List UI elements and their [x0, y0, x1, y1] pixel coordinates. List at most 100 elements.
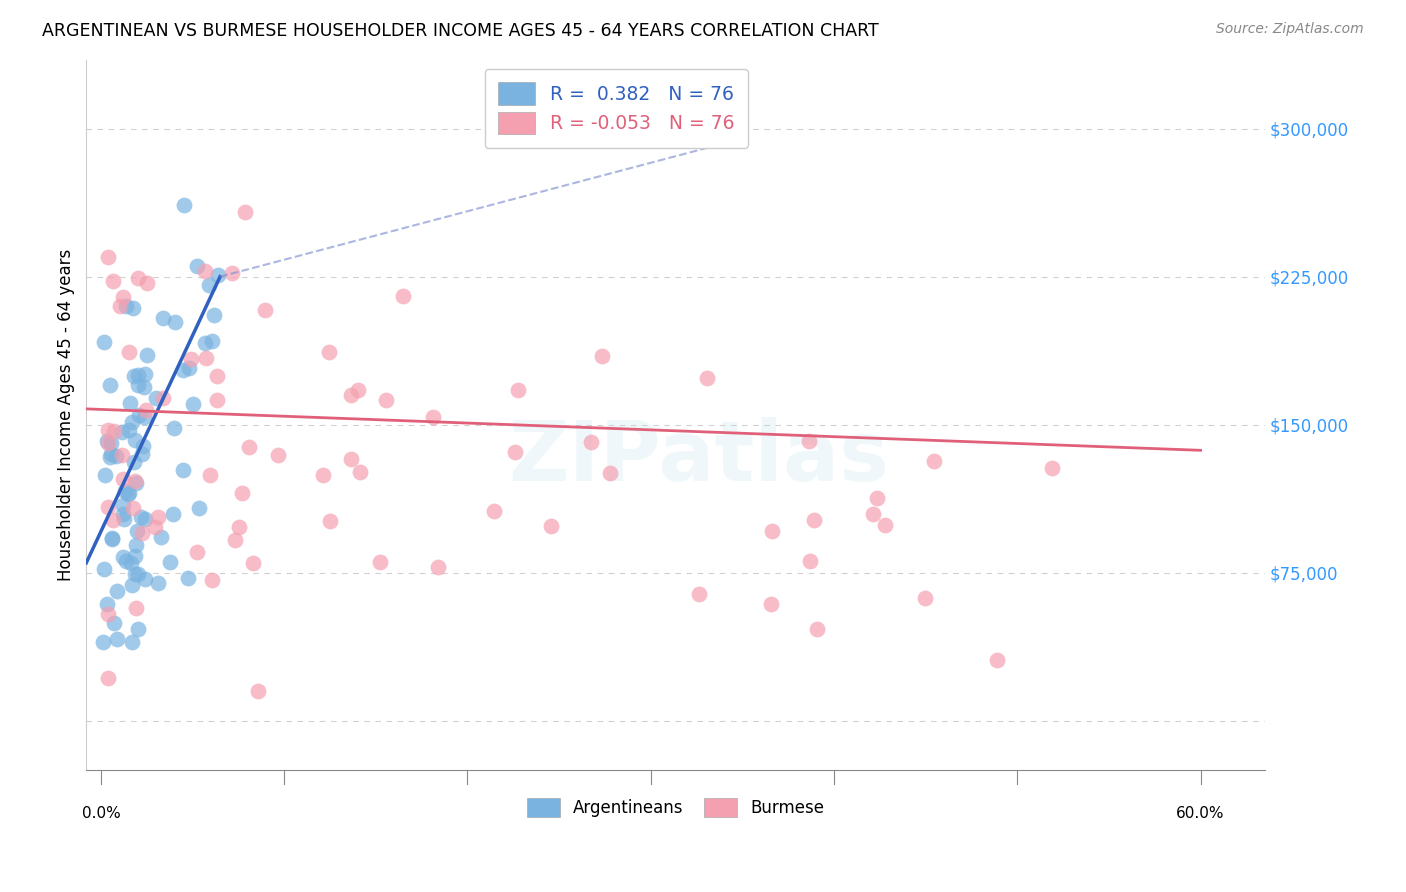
Point	[115, 554, 138, 568]
Point	[207, 268, 229, 282]
Point	[111, 507, 134, 521]
Point	[131, 526, 153, 541]
Point	[312, 467, 335, 482]
Point	[163, 315, 186, 329]
Point	[97, 607, 120, 621]
Point	[122, 500, 145, 515]
Point	[125, 524, 148, 538]
Point	[696, 371, 718, 385]
Point	[579, 434, 602, 449]
Point	[121, 415, 143, 429]
Text: ZIPatlas: ZIPatlas	[509, 417, 890, 498]
Point	[105, 632, 128, 646]
Point	[247, 684, 270, 698]
Point	[112, 511, 135, 525]
Point	[97, 436, 120, 450]
Point	[124, 549, 146, 564]
Point	[98, 450, 121, 464]
Point	[112, 498, 135, 512]
Point	[127, 271, 149, 285]
Point	[131, 439, 153, 453]
Point	[540, 519, 562, 533]
Point	[127, 567, 149, 582]
Point	[267, 448, 290, 462]
Point	[503, 445, 526, 459]
Point	[108, 299, 131, 313]
Point	[101, 513, 124, 527]
Point	[761, 524, 783, 538]
Point	[97, 251, 120, 265]
Point	[238, 441, 260, 455]
Point	[188, 500, 211, 515]
Point	[172, 463, 194, 477]
Point	[118, 486, 141, 500]
Point	[97, 671, 120, 685]
Point	[221, 266, 243, 280]
Point	[152, 391, 174, 405]
Point	[253, 303, 276, 318]
Legend: Argentineans, Burmese: Argentineans, Burmese	[519, 789, 832, 826]
Point	[118, 423, 141, 437]
Point	[122, 369, 145, 384]
Point	[866, 491, 889, 506]
Point	[162, 507, 184, 521]
Point	[862, 508, 884, 522]
Point	[159, 555, 181, 569]
Point	[94, 467, 117, 482]
Point	[134, 367, 156, 381]
Point	[231, 485, 253, 500]
Point	[124, 474, 146, 488]
Point	[93, 334, 115, 349]
Point	[136, 276, 159, 290]
Point	[1040, 461, 1063, 475]
Point	[135, 402, 157, 417]
Point	[482, 504, 505, 518]
Point	[103, 424, 125, 438]
Point	[96, 597, 118, 611]
Point	[111, 448, 134, 462]
Point	[117, 487, 139, 501]
Point	[368, 555, 391, 569]
Point	[129, 510, 152, 524]
Point	[134, 572, 156, 586]
Point	[318, 345, 340, 359]
Point	[873, 517, 896, 532]
Point	[103, 616, 125, 631]
Point	[198, 278, 221, 293]
Point	[143, 520, 166, 534]
Point	[163, 421, 186, 435]
Point	[797, 434, 820, 448]
Point	[112, 290, 135, 304]
Point	[127, 368, 149, 383]
Point	[149, 530, 172, 544]
Point	[799, 554, 821, 568]
Point	[114, 484, 136, 499]
Point	[181, 397, 204, 411]
Point	[186, 259, 208, 273]
Text: Source: ZipAtlas.com: Source: ZipAtlas.com	[1216, 22, 1364, 37]
Point	[132, 409, 155, 424]
Point	[104, 449, 127, 463]
Point	[125, 475, 148, 490]
Point	[375, 392, 398, 407]
Point	[124, 566, 146, 581]
Point	[111, 425, 134, 439]
Point	[118, 396, 141, 410]
Point	[422, 409, 444, 424]
Point	[97, 500, 120, 515]
Point	[803, 513, 825, 527]
Text: 0.0%: 0.0%	[82, 805, 121, 821]
Point	[177, 361, 200, 376]
Text: 60.0%: 60.0%	[1177, 805, 1225, 821]
Point	[427, 560, 450, 574]
Point	[97, 423, 120, 437]
Point	[146, 576, 169, 591]
Point	[346, 383, 368, 397]
Point	[591, 349, 613, 363]
Point	[117, 344, 139, 359]
Point	[391, 289, 413, 303]
Point	[120, 556, 142, 570]
Point	[986, 653, 1008, 667]
Point	[124, 433, 146, 447]
Point	[96, 434, 118, 449]
